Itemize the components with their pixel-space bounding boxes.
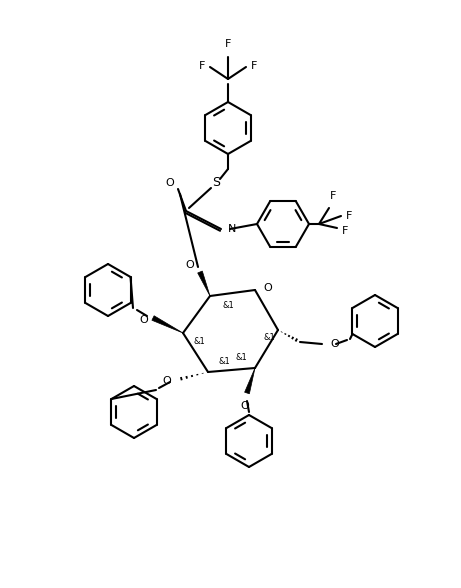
Polygon shape <box>245 368 255 394</box>
Text: &1: &1 <box>218 358 230 366</box>
Polygon shape <box>152 316 183 333</box>
Text: O: O <box>185 260 194 270</box>
Text: &1: &1 <box>222 302 234 310</box>
Text: O: O <box>241 401 249 411</box>
Polygon shape <box>198 271 210 296</box>
Text: &1: &1 <box>263 333 275 342</box>
Text: F: F <box>330 191 337 201</box>
Text: O: O <box>162 376 171 386</box>
Text: &1: &1 <box>193 336 205 346</box>
Text: F: F <box>199 61 205 71</box>
Text: &1: &1 <box>235 353 247 362</box>
Text: F: F <box>251 61 257 71</box>
Text: O: O <box>263 283 272 293</box>
Text: F: F <box>342 226 349 236</box>
Text: O: O <box>330 339 339 349</box>
Text: O: O <box>139 315 148 325</box>
Text: N: N <box>228 224 236 234</box>
Text: O: O <box>165 178 174 188</box>
Text: F: F <box>225 39 231 49</box>
Text: S: S <box>212 176 220 189</box>
Text: F: F <box>346 211 352 221</box>
